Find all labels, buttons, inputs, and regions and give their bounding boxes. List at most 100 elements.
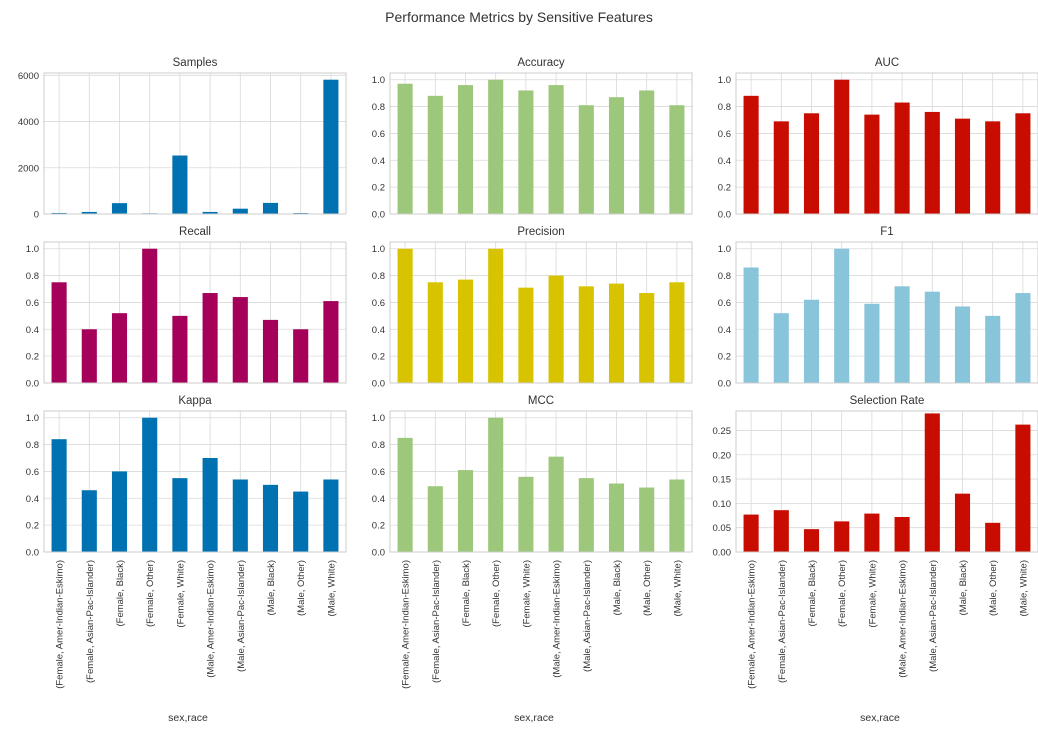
y-tick-label: 0.0	[26, 379, 39, 390]
bar	[985, 315, 1001, 383]
bar	[548, 85, 564, 214]
axes-frame	[43, 241, 347, 384]
y-tick-label: 0.8	[718, 102, 731, 113]
bar	[924, 111, 940, 214]
x-tick-label: (Female, Asian-Pac-Islander)	[431, 560, 442, 683]
bar	[202, 293, 218, 383]
bar	[81, 329, 97, 383]
y-tick-label: 0.2	[372, 352, 385, 363]
x-tick-label: (Male, White)	[1018, 560, 1029, 616]
bar	[773, 510, 789, 552]
y-tick-label: 0.4	[718, 156, 731, 167]
bar	[81, 490, 97, 552]
bar	[457, 279, 474, 383]
x-tick-label: (Female, Asian-Pac-Islander)	[85, 560, 96, 683]
bar	[488, 79, 504, 214]
bar	[954, 118, 971, 214]
y-tick-label: 1.0	[26, 244, 39, 255]
y-tick-label: 0.4	[372, 156, 385, 167]
y-tick-label: 0.4	[718, 325, 731, 336]
bar	[608, 483, 625, 552]
y-tick-label: 0.00	[713, 548, 732, 559]
axes-frame	[389, 241, 693, 384]
y-tick-label: 0.6	[26, 298, 39, 309]
bar	[864, 513, 880, 552]
bar	[578, 286, 594, 383]
bar	[773, 313, 789, 383]
bar	[111, 203, 128, 214]
y-tick-label: 0.4	[372, 325, 385, 336]
x-tick-label: (Male, Asian-Pac-Islander)	[236, 560, 247, 672]
x-tick-label: (Female, White)	[521, 560, 532, 628]
bar	[262, 484, 279, 552]
bar	[172, 478, 188, 552]
bar	[803, 113, 820, 214]
panel-title: Recall	[179, 226, 211, 238]
y-tick-label: 0.6	[26, 467, 39, 478]
bar	[548, 275, 564, 383]
x-tick-label: (Female, White)	[867, 560, 878, 628]
x-tick-label: (Male, Asian-Pac-Islander)	[928, 560, 939, 672]
bar	[864, 303, 880, 383]
y-tick-label: 0.2	[718, 352, 731, 363]
bar	[1015, 293, 1031, 383]
y-tick-label: 0.2	[26, 521, 39, 532]
bar	[488, 417, 504, 552]
x-tick-label: (Female, Other)	[491, 560, 502, 627]
bar	[834, 521, 850, 552]
bar	[202, 211, 218, 214]
x-tick-label: (Male, Amer-Indian-Eskimo)	[898, 560, 909, 678]
bar	[743, 514, 759, 552]
bar	[578, 105, 594, 214]
bar	[397, 248, 413, 383]
y-tick-label: 0.15	[713, 475, 732, 486]
bar	[954, 306, 971, 383]
bar	[51, 439, 67, 552]
bar	[111, 313, 128, 383]
bar	[548, 456, 564, 552]
x-tick-label: (Female, Amer-Indian-Eskimo)	[747, 560, 758, 689]
y-tick-label: 0.0	[718, 379, 731, 390]
panel-title: Kappa	[178, 395, 212, 407]
panel-f1: F1 0.0 0.2 0.4 0.6 0.8 1.0	[718, 226, 1038, 390]
bar	[397, 83, 413, 214]
bar	[803, 529, 820, 552]
y-tick-label: 0.8	[26, 440, 39, 451]
y-tick-label: 2000	[18, 163, 39, 174]
panel-samples: Samples 0 2000 4000 6000	[18, 57, 347, 221]
bar	[232, 297, 248, 383]
y-tick-label: 4000	[18, 117, 39, 128]
bar	[803, 299, 820, 383]
bar	[232, 208, 248, 214]
panel-title: Samples	[173, 57, 218, 69]
axes-frame	[43, 72, 347, 215]
bar	[51, 212, 67, 214]
axes-frame	[389, 410, 693, 553]
bar	[639, 293, 655, 383]
bar	[293, 491, 309, 552]
bar	[323, 479, 339, 552]
bar	[172, 315, 188, 383]
x-axis-label-col1: sex,race	[168, 712, 208, 724]
bar	[834, 79, 850, 214]
y-tick-label: 0.8	[718, 271, 731, 282]
bar	[142, 417, 158, 552]
y-tick-label: 0.0	[718, 210, 731, 221]
panel-precision: Precision 0.0 0.2 0.4 0.6 0.8 1.0	[372, 226, 693, 390]
y-tick-label: 0.8	[372, 102, 385, 113]
plot-area	[44, 73, 346, 214]
bar	[457, 85, 474, 214]
bar	[427, 282, 443, 383]
x-tick-label: (Male, Amer-Indian-Eskimo)	[552, 560, 563, 678]
bar	[834, 248, 850, 383]
x-tick-label: (Male, Black)	[266, 560, 277, 615]
bar	[894, 516, 910, 552]
bar	[293, 329, 309, 383]
x-tick-label: (Female, White)	[175, 560, 186, 628]
y-tick-label: 0.25	[713, 426, 732, 437]
x-axis-label-col2: sex,race	[514, 712, 554, 724]
bar	[518, 476, 534, 552]
y-tick-label: 0.6	[372, 129, 385, 140]
y-tick-label: 0.2	[372, 183, 385, 194]
x-tick-label: (Female, Asian-Pac-Islander)	[777, 560, 788, 683]
